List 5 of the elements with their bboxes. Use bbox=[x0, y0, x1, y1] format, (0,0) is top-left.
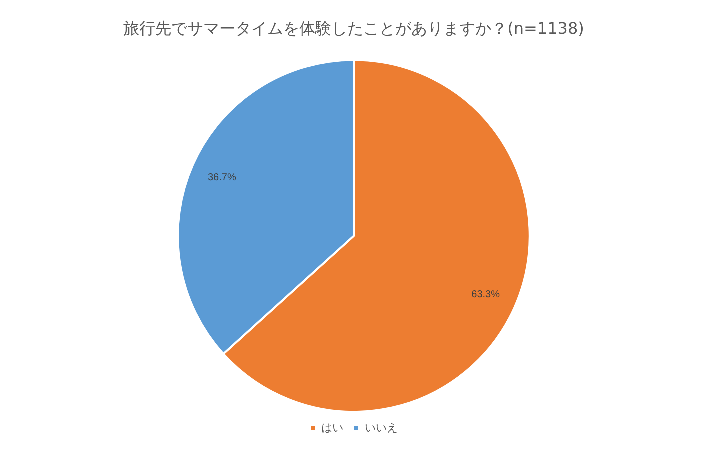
chart-title: 旅行先でサマータイムを体験したことがありますか？(n=1138) bbox=[124, 18, 584, 38]
legend-label: はい bbox=[322, 421, 344, 434]
legend-label: いいえ bbox=[365, 421, 398, 434]
data-label: 36.7% bbox=[208, 172, 236, 184]
data-label: 63.3% bbox=[472, 289, 500, 300]
